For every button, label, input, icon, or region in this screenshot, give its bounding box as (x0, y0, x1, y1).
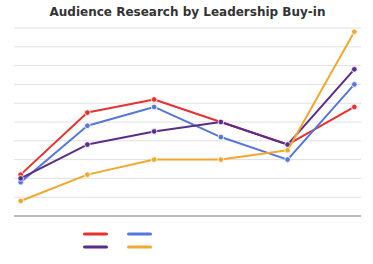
series-line (21, 99, 355, 174)
point (151, 129, 157, 135)
legend-swatch (85, 246, 107, 249)
grid-line (14, 65, 361, 66)
point (352, 29, 358, 35)
point (151, 104, 157, 110)
series-line (21, 69, 355, 178)
point (85, 110, 91, 116)
point (218, 134, 224, 140)
grid-line (14, 28, 361, 29)
legend-item (129, 247, 151, 248)
point (18, 198, 24, 204)
point (352, 82, 358, 88)
point (285, 147, 291, 153)
grid-line (14, 216, 361, 217)
point (18, 176, 24, 182)
legend (85, 234, 151, 247)
point (218, 119, 224, 125)
legend-swatch (129, 233, 151, 236)
marks (18, 29, 357, 204)
point (218, 119, 224, 125)
grid-line (14, 178, 361, 179)
point (85, 172, 91, 178)
point (151, 157, 157, 163)
series-line (21, 32, 355, 201)
legend-item (85, 247, 107, 248)
title: Audience Research by Leadership Buy-in (50, 5, 326, 19)
point (352, 104, 358, 110)
grid-line (14, 46, 361, 47)
point (218, 157, 224, 163)
x-axis-line (14, 216, 361, 217)
series-line (21, 84, 355, 182)
chart: Audience Research by Leadership Buy-in (0, 0, 373, 264)
grid (14, 28, 361, 216)
point (151, 97, 157, 103)
point (285, 157, 291, 163)
legend-item (85, 234, 107, 235)
legend-swatch (129, 246, 151, 249)
grid-line (14, 103, 361, 104)
grid-line (14, 140, 361, 141)
point (352, 67, 358, 73)
grid-line (14, 197, 361, 198)
legend-swatch (85, 233, 107, 236)
point (85, 142, 91, 148)
legend-item (129, 234, 151, 235)
grid-line (14, 84, 361, 85)
point (85, 123, 91, 129)
